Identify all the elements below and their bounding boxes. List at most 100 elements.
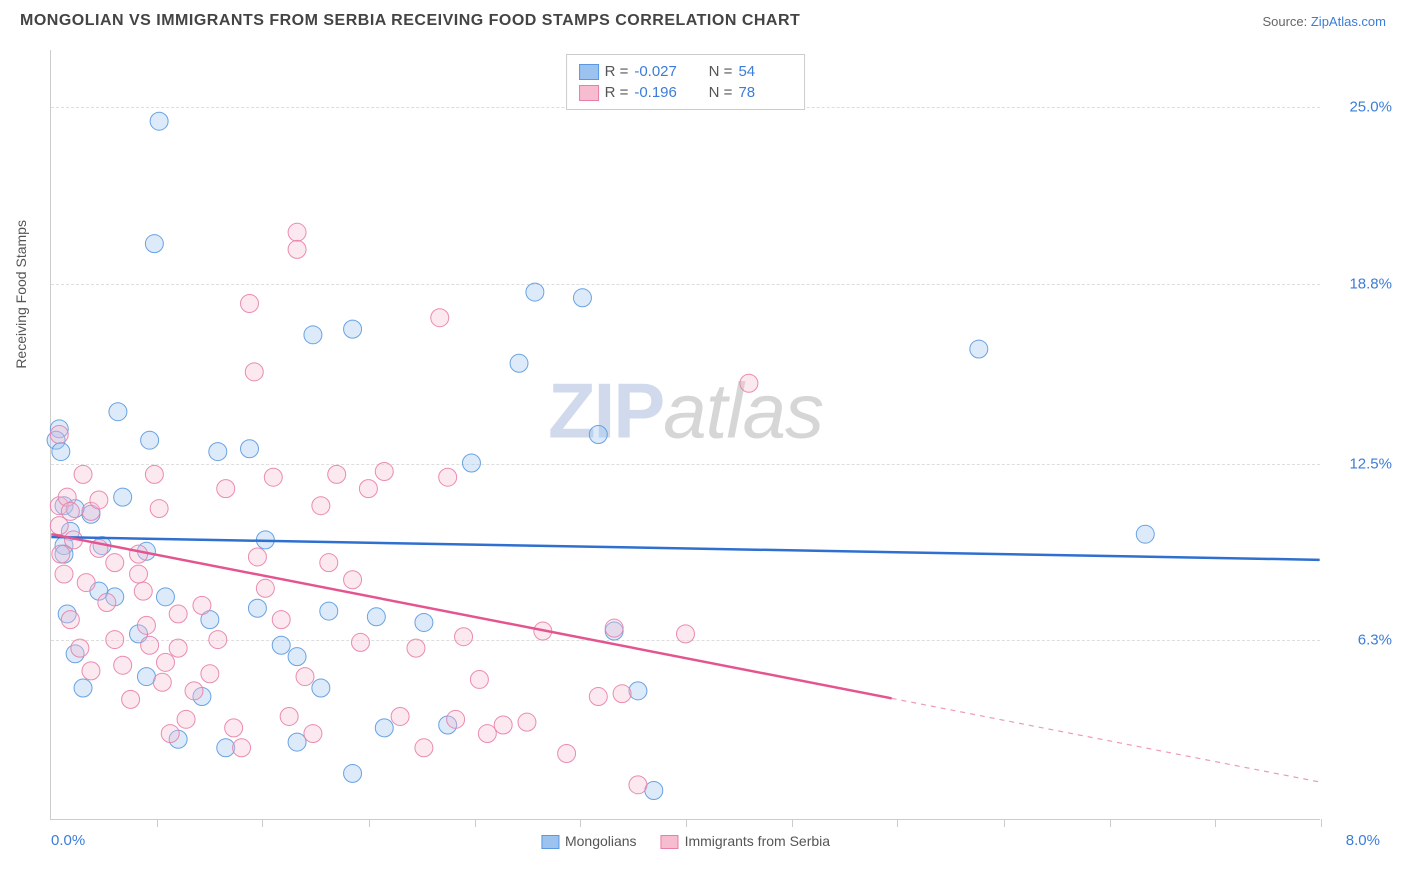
scatter-point — [153, 673, 171, 691]
legend-row: R = -0.196 N = 78 — [579, 82, 793, 103]
scatter-point — [90, 491, 108, 509]
legend-label: Immigrants from Serbia — [685, 833, 830, 849]
header: MONGOLIAN VS IMMIGRANTS FROM SERBIA RECE… — [0, 0, 1406, 38]
chart-title: MONGOLIAN VS IMMIGRANTS FROM SERBIA RECE… — [20, 12, 800, 30]
x-tick — [1215, 819, 1216, 827]
scatter-point — [375, 719, 393, 737]
scatter-point — [169, 605, 187, 623]
trend-line — [51, 537, 1319, 560]
scatter-point — [645, 782, 663, 800]
scatter-point — [52, 545, 70, 563]
scatter-point — [351, 633, 369, 651]
trend-line-extrapolated — [892, 698, 1320, 782]
legend-swatch — [579, 64, 599, 80]
scatter-point — [241, 440, 259, 458]
scatter-point — [137, 668, 155, 686]
scatter-point — [77, 574, 95, 592]
scatter-point — [415, 739, 433, 757]
scatter-point — [264, 468, 282, 486]
x-axis-min-label: 0.0% — [51, 832, 85, 849]
x-tick — [686, 819, 687, 827]
chart-area: Receiving Food Stamps 25.0%18.8%12.5%6.3… — [50, 50, 1320, 820]
scatter-point — [217, 480, 235, 498]
scatter-point — [245, 363, 263, 381]
scatter-point — [677, 625, 695, 643]
scatter-point — [589, 688, 607, 706]
scatter-point — [518, 713, 536, 731]
scatter-point — [98, 594, 116, 612]
scatter-point — [134, 582, 152, 600]
scatter-point — [605, 619, 623, 637]
scatter-point — [740, 374, 758, 392]
source-link[interactable]: ZipAtlas.com — [1311, 14, 1386, 29]
scatter-point — [558, 745, 576, 763]
legend-swatch — [541, 835, 559, 849]
scatter-point — [288, 648, 306, 666]
x-tick — [897, 819, 898, 827]
scatter-point — [415, 613, 433, 631]
scatter-point — [248, 548, 266, 566]
scatter-point — [280, 707, 298, 725]
scatter-point — [209, 443, 227, 461]
scatter-point — [225, 719, 243, 737]
scatter-plot — [51, 50, 1320, 819]
y-axis-title: Receiving Food Stamps — [13, 220, 29, 369]
correlation-legend: R = -0.027 N = 54R = -0.196 N = 78 — [566, 54, 806, 110]
y-tick-label: 25.0% — [1349, 99, 1392, 116]
scatter-point — [106, 554, 124, 572]
scatter-point — [478, 725, 496, 743]
scatter-point — [50, 426, 68, 444]
scatter-point — [288, 240, 306, 258]
legend-r-value: -0.027 — [634, 63, 688, 80]
scatter-point — [272, 611, 290, 629]
scatter-point — [141, 636, 159, 654]
source-attribution: Source: ZipAtlas.com — [1262, 14, 1386, 29]
y-tick-label: 18.8% — [1349, 275, 1392, 292]
scatter-point — [970, 340, 988, 358]
scatter-point — [130, 545, 148, 563]
scatter-point — [185, 682, 203, 700]
scatter-point — [193, 596, 211, 614]
scatter-point — [233, 739, 251, 757]
scatter-point — [177, 710, 195, 728]
scatter-point — [328, 465, 346, 483]
scatter-point — [145, 465, 163, 483]
scatter-point — [130, 565, 148, 583]
scatter-point — [248, 599, 266, 617]
x-tick — [475, 819, 476, 827]
scatter-point — [573, 289, 591, 307]
series-legend: Mongolians Immigrants from Serbia — [541, 833, 830, 849]
scatter-point — [431, 309, 449, 327]
legend-label: Mongolians — [565, 833, 637, 849]
scatter-point — [359, 480, 377, 498]
scatter-point — [344, 764, 362, 782]
scatter-point — [510, 354, 528, 372]
scatter-point — [629, 776, 647, 794]
scatter-point — [407, 639, 425, 657]
legend-item: Immigrants from Serbia — [661, 833, 830, 849]
scatter-point — [61, 502, 79, 520]
scatter-point — [367, 608, 385, 626]
scatter-point — [141, 431, 159, 449]
scatter-point — [55, 565, 73, 583]
x-tick — [369, 819, 370, 827]
scatter-point — [71, 639, 89, 657]
legend-n-value: 54 — [738, 63, 792, 80]
scatter-point — [629, 682, 647, 700]
scatter-point — [304, 326, 322, 344]
legend-r-value: -0.196 — [634, 84, 688, 101]
scatter-point — [114, 488, 132, 506]
scatter-point — [344, 571, 362, 589]
x-tick — [580, 819, 581, 827]
scatter-point — [61, 611, 79, 629]
scatter-point — [74, 465, 92, 483]
x-tick — [1110, 819, 1111, 827]
scatter-point — [114, 656, 132, 674]
scatter-point — [137, 616, 155, 634]
scatter-point — [122, 690, 140, 708]
scatter-point — [312, 497, 330, 515]
legend-n-value: 78 — [738, 84, 792, 101]
scatter-point — [494, 716, 512, 734]
legend-swatch — [579, 85, 599, 101]
scatter-point — [241, 294, 259, 312]
